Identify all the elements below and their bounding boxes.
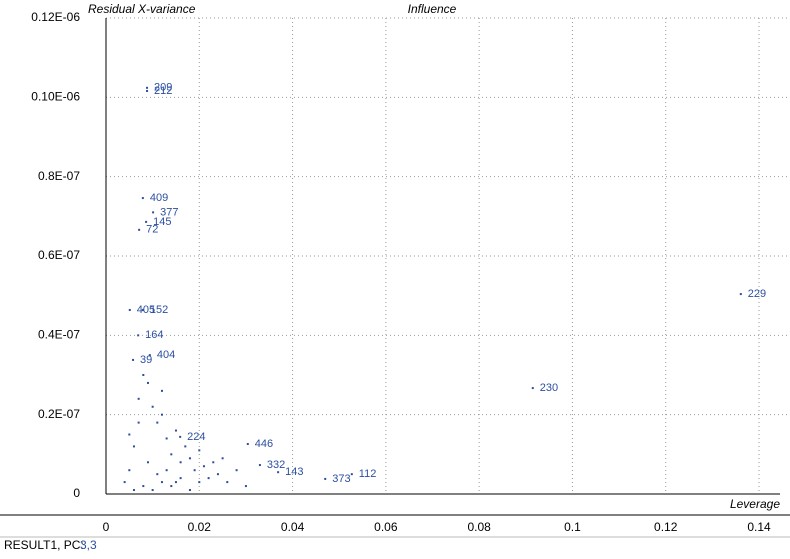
point [160, 413, 163, 416]
point-label: 229 [748, 288, 766, 300]
status-value: 3,3 [80, 538, 97, 552]
point-label: 446 [255, 438, 273, 450]
point [137, 334, 140, 337]
point [170, 453, 173, 456]
point [142, 485, 145, 488]
point [141, 197, 144, 200]
point [179, 435, 182, 438]
point [148, 354, 151, 357]
point [165, 437, 168, 440]
point-label: 145 [153, 216, 171, 228]
point-label: 224 [187, 431, 205, 443]
point [132, 358, 135, 361]
point-label: 143 [285, 466, 303, 478]
point-label: 404 [157, 349, 175, 361]
point [174, 481, 177, 484]
x-axis-label: Leverage [730, 497, 780, 511]
y-tick-label: 0 [73, 486, 80, 500]
point [128, 469, 131, 472]
x-tick-label: 0.02 [188, 520, 212, 534]
point [141, 308, 144, 311]
point [246, 443, 249, 446]
x-tick-label: 0.14 [747, 520, 771, 534]
point [226, 481, 229, 484]
point [531, 387, 534, 390]
x-tick-label: 0.08 [467, 520, 491, 534]
point-label: 72 [146, 224, 158, 236]
point-label: 373 [332, 473, 350, 485]
point [179, 477, 182, 480]
point [193, 469, 196, 472]
x-tick-label: 0.1 [564, 520, 581, 534]
point [145, 220, 148, 223]
point [132, 489, 135, 492]
point [198, 481, 201, 484]
y-axis-label: Residual X-variance [88, 2, 196, 16]
point [188, 457, 191, 460]
y-tick-label: 0.4E-07 [38, 328, 80, 342]
x-tick-label: 0.04 [281, 520, 305, 534]
point [165, 469, 168, 472]
point [202, 465, 205, 468]
point [132, 445, 135, 448]
y-tick-label: 0.8E-07 [38, 169, 80, 183]
y-tick-label: 0.12E-06 [31, 10, 80, 24]
point-label: 152 [150, 304, 168, 316]
point-label: 209 [154, 82, 172, 94]
point [146, 461, 149, 464]
point-label: 377 [160, 206, 178, 218]
point [739, 293, 742, 296]
point [324, 477, 327, 480]
point [212, 461, 215, 464]
point [156, 473, 159, 476]
x-tick-label: 0 [103, 520, 110, 534]
y-tick-label: 0.2E-07 [38, 407, 80, 421]
point-label: 39 [140, 354, 152, 366]
point [350, 473, 353, 476]
point [244, 485, 247, 488]
y-tick-label: 0.6E-07 [38, 248, 80, 262]
point [128, 308, 131, 311]
point [151, 489, 154, 492]
point [179, 461, 182, 464]
point-label: 164 [145, 329, 163, 341]
point-label: 332 [267, 459, 285, 471]
point-label: 112 [359, 468, 377, 480]
point [156, 421, 159, 424]
point [160, 389, 163, 392]
point [160, 481, 163, 484]
point [146, 86, 149, 89]
point [221, 457, 224, 460]
x-tick-label: 0.06 [374, 520, 398, 534]
point [174, 429, 177, 432]
point [137, 397, 140, 400]
point [138, 228, 141, 231]
point [146, 89, 149, 92]
point [142, 374, 145, 376]
point [137, 421, 140, 424]
point [152, 211, 155, 214]
point [123, 481, 126, 484]
point [151, 405, 154, 408]
point [146, 381, 149, 384]
point [277, 471, 280, 474]
status-label: RESULT1, PC: [4, 538, 84, 552]
point-label: 212 [154, 85, 172, 97]
point [170, 485, 173, 488]
point [235, 469, 238, 472]
point [207, 477, 210, 480]
point-label: 409 [150, 192, 168, 204]
point [258, 464, 261, 467]
point [216, 473, 219, 476]
y-tick-label: 0.10E-06 [31, 90, 80, 104]
point [128, 433, 131, 436]
chart-title: Influence [408, 2, 457, 16]
point [198, 449, 201, 452]
x-tick-label: 0.12 [654, 520, 678, 534]
point [188, 489, 191, 492]
point [184, 445, 187, 448]
point-label: 405 [137, 304, 155, 316]
point-label: 230 [540, 382, 558, 394]
